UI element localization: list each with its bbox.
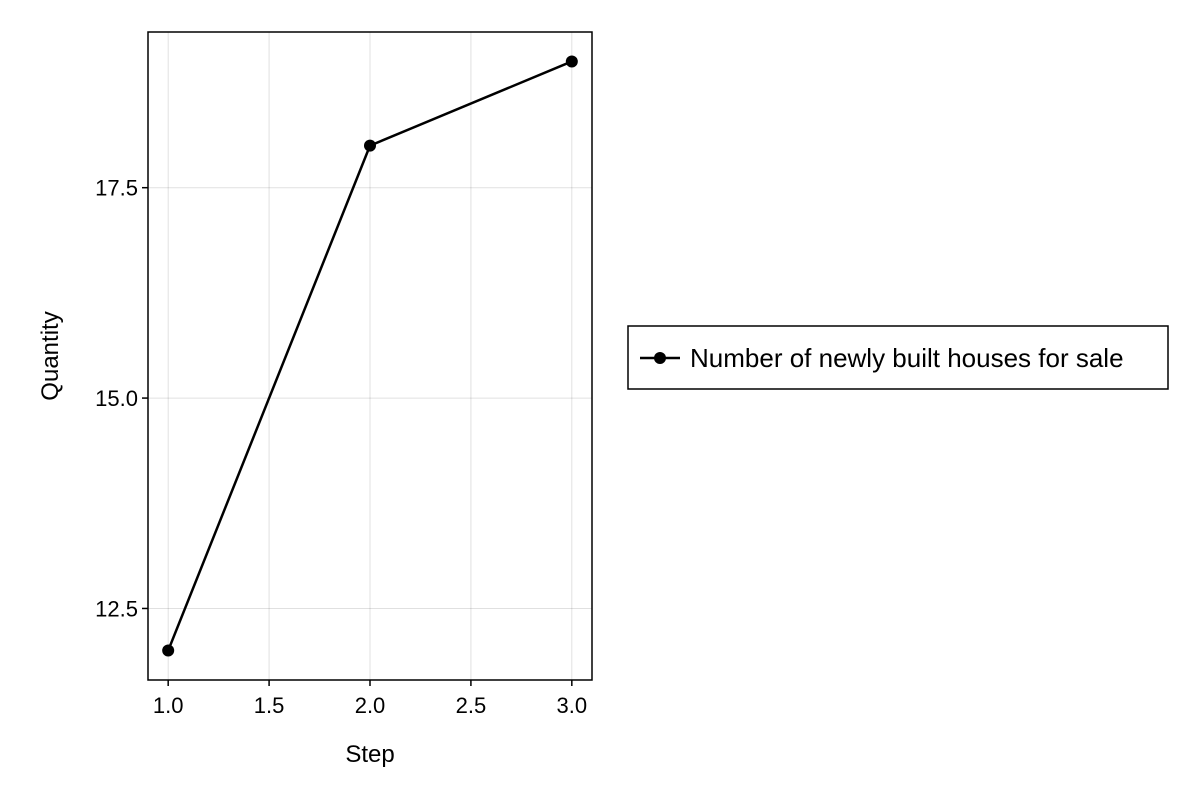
y-axis-label: Quantity [37, 311, 64, 400]
legend: Number of newly built houses for sale [627, 325, 1169, 390]
x-tick-label: 3.0 [557, 693, 588, 718]
x-tick-label: 2.0 [355, 693, 386, 718]
x-tick-label: 2.5 [456, 693, 487, 718]
data-point [364, 139, 376, 152]
series-layer [162, 55, 578, 657]
y-axis-ticks: 12.5 15.0 17.5 [95, 176, 148, 621]
data-point [565, 55, 578, 68]
legend-label: Number of newly built houses for sale [690, 343, 1124, 373]
legend-marker-swatch [654, 352, 666, 364]
grid [148, 32, 592, 680]
x-axis-ticks: 1.0 1.5 2.0 2.5 3.0 [153, 680, 587, 718]
y-tick-label: 12.5 [95, 596, 138, 621]
legend-frame [627, 325, 1169, 390]
x-tick-label: 1.0 [153, 693, 184, 718]
x-axis-label: Step [345, 741, 394, 768]
y-tick-label: 17.5 [95, 176, 138, 201]
y-tick-label: 15.0 [95, 386, 138, 411]
data-point [162, 644, 175, 657]
x-tick-label: 1.5 [254, 693, 285, 718]
